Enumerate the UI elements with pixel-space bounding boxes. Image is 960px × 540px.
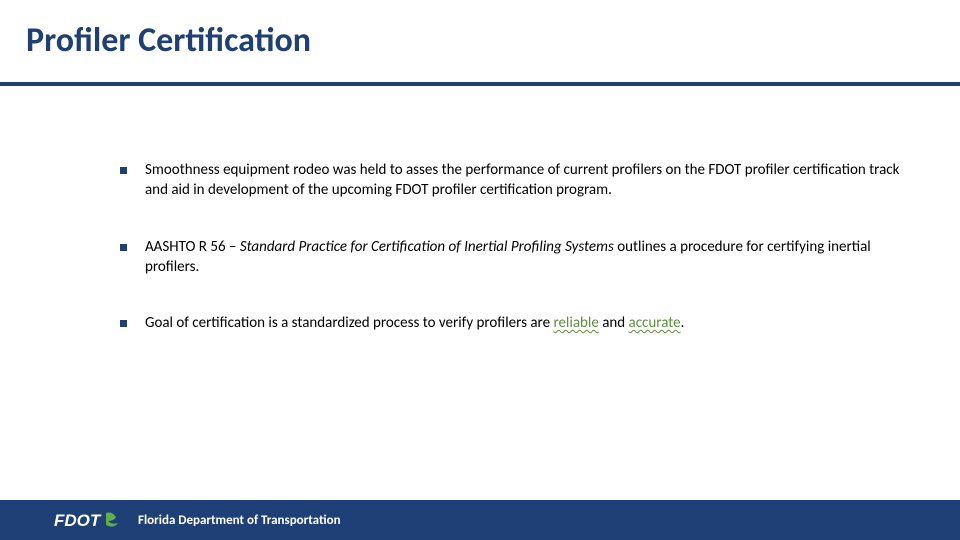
slide-title: Profiler Certification [26, 20, 311, 61]
bullet-item: Goal of certification is a standardized … [120, 313, 900, 333]
text-run: and [599, 314, 629, 332]
title-underline [0, 82, 960, 86]
bullet-list: Smoothness equipment rodeo was held to a… [120, 160, 900, 369]
text-run: Goal of certification is a standardized … [145, 314, 553, 332]
bullet-text: AASHTO R 56 – Standard Practice for Cert… [145, 237, 900, 278]
bullet-item: Smoothness equipment rodeo was held to a… [120, 160, 900, 201]
bullet-text: Smoothness equipment rodeo was held to a… [145, 160, 900, 201]
text-run: Smoothness equipment rodeo was held to a… [145, 161, 899, 199]
bullet-marker [120, 244, 127, 251]
text-run: . [681, 314, 685, 332]
text-run: Standard Practice for Certification of I… [240, 238, 617, 256]
bullet-marker [120, 167, 127, 174]
footer-text: Florida Department of Transportation [138, 513, 341, 528]
fdot-logo: FDOT [54, 507, 124, 533]
link-text: accurate [629, 314, 681, 332]
logo-leaf-icon [106, 513, 118, 527]
link-text: reliable [553, 314, 598, 332]
logo-text: FDOT [54, 511, 102, 530]
slide: Profiler Certification Smoothness equipm… [0, 0, 960, 540]
footer-bar: FDOT Florida Department of Transportatio… [0, 500, 960, 540]
bullet-item: AASHTO R 56 – Standard Practice for Cert… [120, 237, 900, 278]
bullet-text: Goal of certification is a standardized … [145, 313, 684, 333]
bullet-marker [120, 320, 127, 327]
text-run: AASHTO R 56 – [145, 238, 240, 256]
